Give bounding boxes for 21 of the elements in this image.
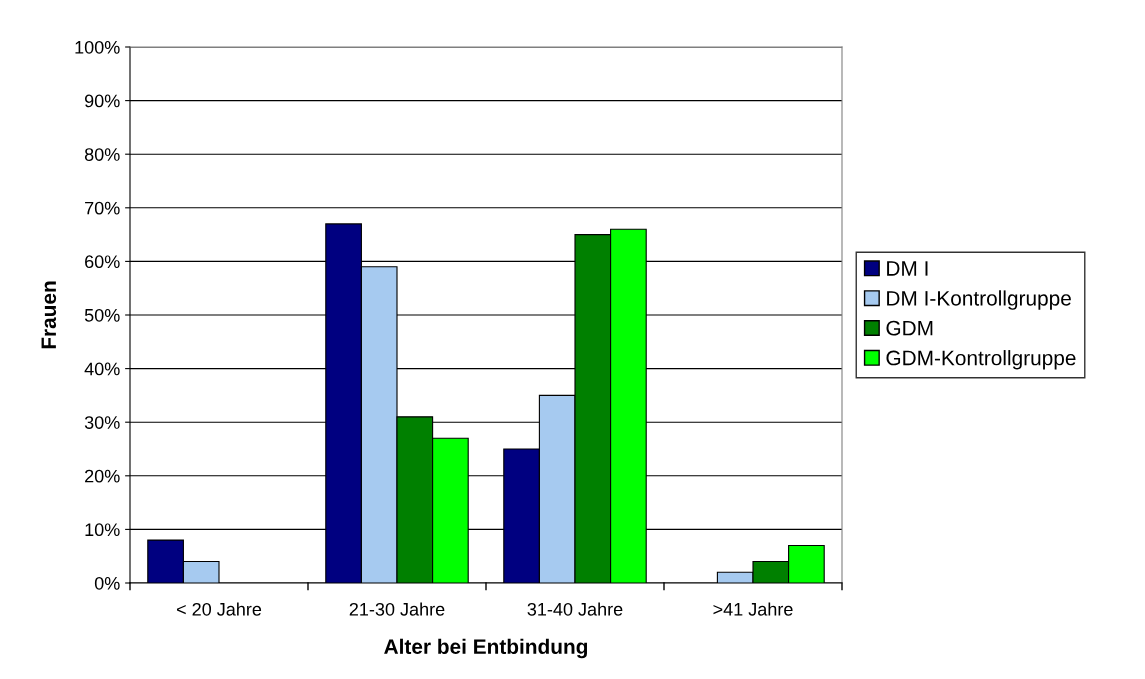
x-tick-label: 31-40 Jahre bbox=[527, 602, 623, 616]
y-tick-label: 20% bbox=[85, 469, 120, 483]
y-tick-label: 10% bbox=[85, 523, 120, 537]
y-tick-label: 50% bbox=[84, 308, 120, 322]
legend-label: GDM-Kontrollgruppe bbox=[886, 350, 1076, 370]
legend-label: GDM bbox=[886, 320, 933, 336]
x-axis-title: Alter bei Entbindung bbox=[384, 638, 588, 659]
x-tick-label: < 20 Jahre bbox=[176, 602, 262, 616]
y-axis-title: Frauen bbox=[41, 281, 57, 349]
x-tick-label: >41 Jahre bbox=[713, 602, 793, 616]
y-tick-label: 30% bbox=[84, 416, 120, 429]
legend-label: DM I-Kontrollgruppe bbox=[887, 290, 1071, 310]
y-tick-label: 80% bbox=[84, 148, 120, 161]
legend-label: DM I bbox=[887, 261, 928, 276]
y-tick-label: 60% bbox=[85, 255, 120, 269]
y-tick-label: 70% bbox=[85, 201, 120, 215]
x-tick-label: 21-30 Jahre bbox=[349, 602, 445, 616]
y-tick-label: 100% bbox=[75, 40, 120, 54]
y-tick-label: 90% bbox=[84, 94, 120, 108]
y-tick-label: 40% bbox=[84, 362, 120, 376]
y-tick-label: 0% bbox=[94, 576, 120, 590]
